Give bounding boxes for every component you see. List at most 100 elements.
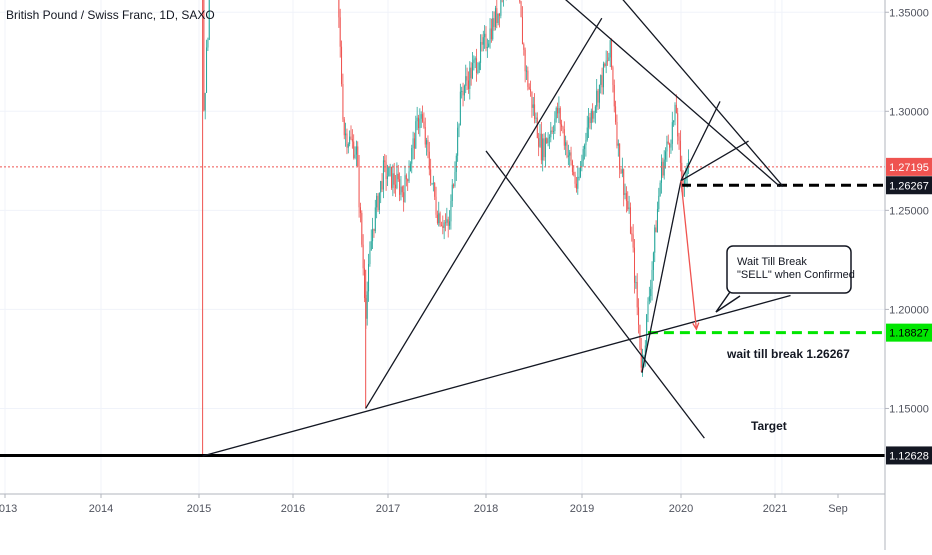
candle-body [574,174,576,184]
candle-body [204,92,206,111]
candle-body [563,129,565,146]
candle-body [427,140,429,152]
arrow-shaft[interactable] [680,180,698,330]
candle-body [415,121,417,149]
candle-body [428,151,430,170]
candle-body [420,114,422,119]
candle-body [524,49,526,72]
time-tick-label: 2014 [89,503,113,515]
candle-body [432,182,434,184]
candle-body [458,125,460,128]
candle-body [386,176,388,180]
trend-line[interactable] [282,0,784,188]
candle-body [351,139,353,142]
candle-body [594,106,596,113]
candle-body [638,307,640,325]
candle-body [578,176,580,178]
price-tick-label: 1.25000 [889,205,929,217]
candle-body [403,192,405,202]
candle-body [567,155,569,157]
candle-body [550,130,552,138]
candle-body [443,222,445,228]
price-tag-label: 1.12628 [889,450,929,462]
candle-body [347,144,349,148]
trend-line[interactable] [202,294,791,457]
candle-body [467,80,469,89]
candle-body [374,207,376,231]
candle-body [206,47,208,93]
candle-body [377,195,379,210]
candle-body [650,288,652,297]
callout-pointer [715,291,741,313]
candle-body [539,133,541,147]
time-axis[interactable]: 2013 2014 2015 2016 2017 2018 2019 2020 2021 Sep [0,493,932,550]
price-tag-label: 1.18827 [889,328,929,340]
candle-body [607,60,608,62]
candle-body [565,142,567,146]
candle-body [616,122,618,146]
candle-body [380,181,382,193]
candle-body [528,86,530,90]
candle-body [413,138,415,149]
candle-body [488,43,490,47]
candle-body [438,213,440,224]
candle-body [588,117,590,128]
trend-line[interactable] [680,140,749,182]
candle-body [538,138,540,147]
candle-body [449,221,451,226]
candle-body [651,269,653,289]
candle-body [557,108,559,114]
candle-body [623,169,625,195]
candle-body [477,69,479,73]
candles-layer [202,0,689,456]
candle-body [521,16,523,45]
callout-frame [726,245,852,294]
candle-body [359,207,361,214]
candle-body [681,162,683,181]
time-tick-label: 2019 [570,503,594,515]
candle-body [369,250,371,264]
candle-body [679,140,681,163]
candle-body [671,122,673,144]
candle-body [580,166,581,177]
candle-body [612,67,614,85]
candle-body [600,75,602,85]
candle-body [682,180,684,187]
candle-body [405,175,407,180]
trend-line[interactable] [680,101,721,181]
candle-body [640,348,642,368]
candle-body [368,263,370,292]
candle-body [598,84,600,103]
trend-lines-layer[interactable] [202,0,791,457]
trend-line[interactable] [365,17,603,409]
candle-body [422,114,424,122]
price-axis[interactable]: 1.100001.150001.200001.250001.300001.350… [884,0,932,550]
candle-body [442,225,444,228]
arrow-layer[interactable] [680,180,700,331]
candle-body [207,39,209,48]
candle-body [357,146,359,166]
callout-box[interactable]: Wait Till Break "SELL" when Confirmed [715,245,855,313]
trend-line[interactable] [485,150,705,439]
candle-body [662,161,664,176]
trend-line[interactable] [332,0,781,188]
candle-body [485,33,487,49]
candle-body [376,195,378,208]
candle-body [430,169,432,184]
candle-body [481,41,483,45]
candle-body [544,138,546,158]
horizontal-lines-layer[interactable] [0,0,885,457]
candle-body [370,241,372,251]
candle-body [453,184,455,187]
trend-line[interactable] [641,180,682,373]
candle-body [450,200,452,222]
candle-body [362,244,364,269]
candle-body [497,13,499,23]
candle-body [358,165,360,208]
candle-body [553,131,554,132]
candle-body [527,70,529,87]
candle-body [535,117,537,119]
time-tick-label: 2018 [474,503,498,515]
